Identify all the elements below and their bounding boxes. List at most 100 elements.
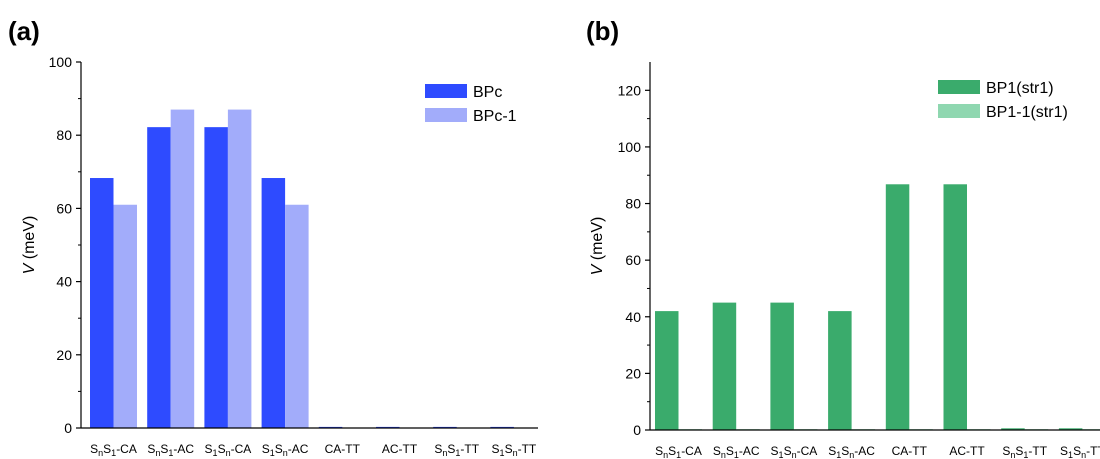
- x-tick-label-part: -CA: [116, 442, 137, 456]
- x-tick-label-subscript: n: [98, 448, 103, 458]
- x-tick-label-part: S: [828, 444, 836, 458]
- x-tick-label-1: SnS1-AC: [147, 442, 194, 458]
- y-tick-label: 100: [618, 139, 642, 155]
- y-tick-label: 60: [56, 200, 72, 216]
- x-tick-label-part: S: [147, 442, 155, 456]
- x-tick-label-0: SnS1-CA: [90, 442, 137, 458]
- x-tick-label-part: S: [492, 442, 500, 456]
- x-tick-label-part: S: [1002, 444, 1010, 458]
- x-tick-label-part: -TT: [1028, 444, 1047, 458]
- bar-bpc-2: [204, 127, 228, 428]
- x-tick-label-subscript: n: [283, 448, 288, 458]
- x-tick-label-subscript: 1: [1023, 450, 1028, 459]
- legend-label-bp1-str1-: BP1(str1): [986, 80, 1054, 97]
- legend-label-bpc-1: BPc-1: [473, 108, 517, 125]
- x-tick-label-part: -AC: [854, 444, 875, 458]
- x-tick-label-6: SnS1-TT: [434, 442, 479, 458]
- bar-bp1-str1--1: [712, 302, 737, 430]
- x-tick-label-part: S: [726, 444, 734, 458]
- x-tick-label-part: S: [713, 444, 721, 458]
- x-tick-label-subscript: n: [792, 450, 797, 459]
- legend-label-bpc: BPc: [473, 84, 502, 101]
- bar-bp1-str1--7: [1058, 428, 1083, 430]
- bar-bpc-1: [147, 127, 171, 428]
- bar-bp1-str1--6: [1001, 428, 1025, 430]
- x-tick-label-5: AC-TT: [382, 442, 418, 456]
- y-tick-label: 80: [56, 127, 72, 143]
- bar-bp1-str1--4: [885, 184, 910, 430]
- x-tick-label-2: S1Sn-CA: [205, 442, 252, 458]
- x-tick-label-3: S1Sn-AC: [828, 444, 875, 459]
- x-tick-label-3: S1Sn-AC: [262, 442, 309, 458]
- bar-bp1-str1--2: [770, 302, 794, 430]
- x-tick-label-subscript: 1: [500, 448, 505, 458]
- x-tick-label-part: -TT: [518, 442, 537, 456]
- y-tick-label: 40: [625, 309, 641, 325]
- bar-bpc-1-1: [170, 109, 195, 428]
- x-tick-label-part: S: [447, 442, 455, 456]
- x-tick-label-part: S: [275, 442, 283, 456]
- x-tick-label-part: S: [505, 442, 513, 456]
- y-axis-label-var: V: [21, 262, 38, 274]
- bar-bp1-str1--5: [943, 184, 967, 430]
- x-tick-label-part: CA-TT: [325, 442, 361, 456]
- x-tick-label-part: -AC: [173, 442, 194, 456]
- y-tick-label: 20: [56, 347, 72, 363]
- legend-swatch-bpc: [425, 84, 467, 98]
- y-tick-label: 40: [56, 274, 72, 290]
- x-tick-label-subscript: 1: [676, 450, 681, 459]
- y-tick-label: 100: [49, 54, 73, 70]
- x-tick-label-subscript: n: [1010, 450, 1015, 459]
- y-tick-label: 20: [625, 365, 641, 381]
- x-tick-label-part: -CA: [681, 444, 702, 458]
- x-tick-label-part: -CA: [231, 442, 252, 456]
- y-axis-label: V (meV): [21, 216, 38, 275]
- x-tick-label-part: CA-TT: [892, 444, 928, 458]
- x-tick-label-subscript: 1: [1068, 450, 1073, 459]
- y-tick-label: 80: [625, 196, 641, 212]
- x-tick-label-subscript: n: [226, 448, 231, 458]
- x-tick-label-subscript: n: [663, 450, 668, 459]
- x-tick-label-6: SnS1-TT: [1002, 444, 1047, 459]
- x-tick-label-part: S: [841, 444, 849, 458]
- x-tick-label-part: S: [668, 444, 676, 458]
- bar-bpc-0: [90, 178, 114, 428]
- x-tick-label-subscript: n: [849, 450, 854, 459]
- x-tick-label-subscript: 1: [455, 448, 460, 458]
- x-tick-label-part: AC-TT: [382, 442, 418, 456]
- x-tick-label-part: S: [160, 442, 168, 456]
- x-tick-label-4: CA-TT: [325, 442, 361, 456]
- x-tick-label-subscript: 1: [213, 448, 218, 458]
- y-tick-label: 60: [625, 252, 641, 268]
- x-tick-label-part: S: [103, 442, 111, 456]
- x-tick-label-part: S: [90, 442, 98, 456]
- x-tick-label-7: S1Sn-TT: [1060, 444, 1100, 459]
- y-axis-label-var: V: [589, 263, 606, 275]
- y-tick-label: 120: [618, 82, 642, 98]
- panel-label: (b): [586, 16, 619, 46]
- y-tick-label: 0: [633, 422, 641, 438]
- x-tick-label-part: S: [434, 442, 442, 456]
- x-tick-label-subscript: 1: [779, 450, 784, 459]
- x-tick-label-subscript: n: [721, 450, 726, 459]
- x-tick-label-subscript: 1: [836, 450, 841, 459]
- y-axis-label-unit: (meV): [21, 216, 38, 264]
- x-tick-label-part: S: [1073, 444, 1081, 458]
- bar-bp1-str1--0: [655, 311, 679, 430]
- bar-bp1-str1--3: [828, 311, 852, 430]
- x-tick-label-part: -TT: [1086, 444, 1100, 458]
- x-tick-label-7: S1Sn-TT: [492, 442, 537, 458]
- legend-swatch-bp1-str1-: [938, 80, 980, 94]
- x-tick-label-subscript: n: [1081, 450, 1086, 459]
- x-tick-label-part: -AC: [739, 444, 760, 458]
- x-tick-label-part: -AC: [288, 442, 309, 456]
- x-tick-label-subscript: 1: [111, 448, 116, 458]
- x-tick-label-subscript: n: [155, 448, 160, 458]
- bar-bpc-1-2: [227, 109, 252, 428]
- y-axis-label: V (meV): [589, 217, 606, 276]
- x-tick-label-1: SnS1-AC: [713, 444, 760, 459]
- x-tick-label-part: S: [1060, 444, 1068, 458]
- x-tick-label-subscript: 1: [734, 450, 739, 459]
